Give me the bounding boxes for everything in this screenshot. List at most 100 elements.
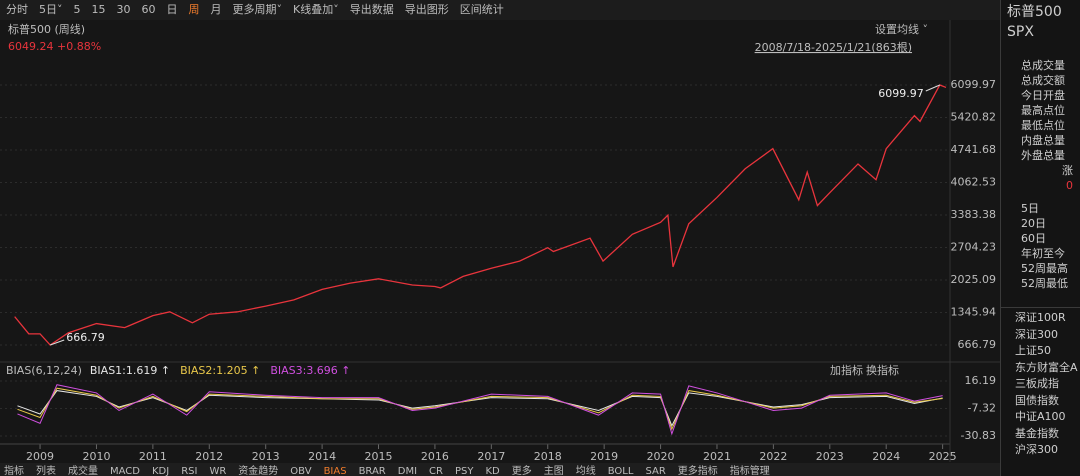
index-item[interactable]: 三板成指	[1015, 377, 1059, 390]
legend-entry: BIAS2:1.205 ↑	[180, 364, 260, 377]
tab[interactable]: PSY	[455, 466, 474, 476]
y-tick-label: 2704.23	[951, 241, 997, 254]
toolbar-item[interactable]: 导出数据	[350, 2, 394, 16]
toolbar-bg	[0, 0, 1000, 20]
tab[interactable]: SAR	[645, 466, 665, 476]
toolbar-item[interactable]: 5	[74, 3, 81, 16]
annotation: 666.79	[66, 331, 105, 344]
field-item: 最高点位	[1021, 104, 1065, 117]
tab[interactable]: WR	[209, 466, 226, 476]
toolbar-item[interactable]: 5日˅	[39, 3, 63, 16]
x-tick-label: 2009	[26, 450, 54, 463]
annotation-arrow	[925, 84, 940, 92]
toolbar-item[interactable]: 更多周期˅	[233, 2, 283, 16]
tab[interactable]: KDJ	[152, 466, 169, 476]
tab[interactable]: 指标管理	[730, 464, 770, 476]
tab[interactable]: 更多	[512, 464, 532, 476]
tab[interactable]: 均线	[576, 464, 596, 476]
y-tick-label: -7.32	[968, 402, 996, 415]
tab[interactable]: BIAS	[324, 466, 347, 476]
annotation-arrow	[50, 339, 65, 346]
y-tick-label: 4741.68	[951, 143, 997, 156]
x-tick-label: 2015	[365, 450, 393, 463]
x-tick-label: 2014	[308, 450, 336, 463]
legend-entry: BIAS1:1.619 ↑	[90, 364, 170, 377]
tab[interactable]: 列表	[36, 464, 56, 476]
tab[interactable]: 指标	[4, 464, 24, 476]
indicator-tool[interactable]: 换指标	[866, 363, 899, 377]
index-item[interactable]: 深证100R	[1015, 311, 1066, 324]
tabs-bg	[0, 463, 1000, 476]
x-tick-label: 2013	[252, 450, 280, 463]
annotation: 6099.97	[878, 87, 924, 100]
x-tick-label: 2024	[872, 450, 900, 463]
legend-entry: BIAS3:3.696 ↑	[270, 364, 350, 377]
field-item: 总成交量	[1021, 59, 1065, 72]
index-item[interactable]: 东方财富全A	[1015, 360, 1078, 374]
y-tick-label: 5420.82	[951, 111, 997, 124]
toolbar-item[interactable]: 周	[189, 3, 200, 16]
price-line	[17, 384, 943, 436]
index-item[interactable]: 基金指数	[1015, 426, 1059, 440]
y-tick-label: -30.83	[961, 429, 996, 442]
index-item[interactable]: 中证A100	[1015, 410, 1066, 423]
tab[interactable]: BOLL	[608, 466, 634, 476]
x-tick-label: 2011	[139, 450, 167, 463]
index-item[interactable]: 沪深300	[1015, 443, 1058, 456]
y-tick-label: 6099.97	[951, 78, 997, 91]
field-item: 5日	[1021, 202, 1039, 215]
y-tick-label: 16.19	[965, 374, 997, 387]
toolbar-item[interactable]: 日	[167, 3, 178, 16]
y-tick-label: 4062.53	[951, 175, 997, 188]
tab[interactable]: 更多指标	[678, 464, 718, 476]
settings-button[interactable]: 设置均线 ˅	[875, 22, 928, 36]
toolbar-item[interactable]: 分时	[6, 3, 28, 16]
index-code: SPX	[1007, 24, 1034, 40]
indicator-tool[interactable]: 加指标	[830, 363, 863, 377]
tab[interactable]: DMI	[398, 466, 417, 476]
tab[interactable]: OBV	[290, 466, 311, 476]
x-tick-label: 2019	[590, 450, 618, 463]
x-tick-label: 2016	[421, 450, 449, 463]
toolbar-item[interactable]: 60	[142, 3, 156, 16]
field-item: 总成交额	[1021, 74, 1065, 87]
period-list: 5日 20日 60日 年初至今 52周最高 52周最低	[1001, 201, 1080, 291]
field-item: 52周最低	[1021, 277, 1068, 290]
field-item: 52周最高	[1021, 262, 1068, 275]
toolbar-item[interactable]: 15	[92, 3, 106, 16]
indicator-title: BIAS(6,12,24)	[6, 364, 82, 377]
x-tick-label: 2017	[477, 450, 505, 463]
field-list: 总成交量 总成交额 今日开盘 最高点位 最低点位 内盘总量 外盘总量	[1001, 58, 1080, 163]
toolbar-item[interactable]: 30	[117, 3, 131, 16]
field-item: 内盘总量	[1021, 134, 1065, 147]
y-tick-label: 666.79	[958, 338, 997, 351]
change-value: 0	[1066, 179, 1073, 192]
x-tick-label: 2010	[82, 450, 110, 463]
tab[interactable]: 资金趋势	[238, 464, 278, 476]
x-tick-label: 2021	[703, 450, 731, 463]
tab[interactable]: CR	[429, 466, 443, 476]
field-item: 今日开盘	[1021, 89, 1065, 102]
price-line	[14, 84, 947, 346]
x-tick-label: 2022	[759, 450, 787, 463]
tab[interactable]: KD	[485, 466, 500, 476]
x-tick-label: 2012	[195, 450, 223, 463]
y-tick-label: 1345.94	[951, 305, 997, 318]
toolbar-item[interactable]: 月	[211, 3, 222, 16]
tab[interactable]: BRAR	[359, 466, 386, 476]
chart-title: 标普500 (周线)	[8, 22, 85, 36]
tab[interactable]: 成交量	[68, 464, 98, 476]
tab[interactable]: MACD	[110, 466, 140, 476]
tab[interactable]: 主图	[544, 465, 564, 476]
tab[interactable]: RSI	[181, 466, 197, 476]
index-name: 标普500	[1007, 4, 1062, 20]
toolbar-item[interactable]: 区间统计	[460, 3, 504, 16]
index-item[interactable]: 国债指数	[1015, 393, 1059, 407]
index-item[interactable]: 上证50	[1015, 344, 1051, 357]
toolbar-item[interactable]: 导出图形	[405, 2, 449, 16]
field-item: 外盘总量	[1021, 149, 1065, 162]
field-item: 60日	[1021, 232, 1046, 245]
toolbar-item[interactable]: K线叠加˅	[293, 2, 339, 16]
index-item[interactable]: 深证300	[1015, 327, 1058, 341]
y-tick-label: 2025.09	[951, 273, 997, 286]
